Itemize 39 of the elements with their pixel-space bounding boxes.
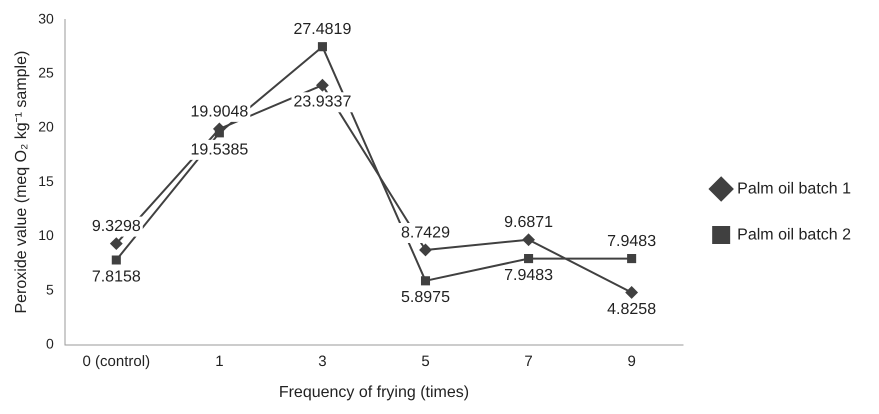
x-tick-label: 0 (control) xyxy=(82,352,150,370)
data-label: 5.8975 xyxy=(401,289,450,306)
y-tick-label: 20 xyxy=(38,118,54,135)
data-label: 7.9483 xyxy=(607,232,656,250)
point xyxy=(626,286,638,298)
data-label: 27.4819 xyxy=(294,21,352,38)
data-label: 7.9483 xyxy=(504,266,554,284)
data-label: 8.7429 xyxy=(401,224,450,242)
y-tick-label: 10 xyxy=(38,227,54,244)
data-label: 19.9048 xyxy=(190,103,248,120)
data-label: 7.8158 xyxy=(92,268,141,286)
point xyxy=(110,238,122,250)
point xyxy=(524,254,534,264)
point xyxy=(316,79,328,92)
x-axis-title: Frequency of frying (times) xyxy=(278,384,470,401)
legend-label: Palm oil batch 1 xyxy=(737,180,852,198)
point xyxy=(627,254,636,264)
legend-label: Palm oil batch 2 xyxy=(737,226,852,244)
y-axis-title: Peroxide value (meq O₂ kg⁻¹ sample) xyxy=(13,50,30,314)
point xyxy=(420,276,430,286)
point xyxy=(420,244,432,256)
data-label: 9.3298 xyxy=(92,218,141,236)
x-tick-label: 3 xyxy=(318,352,327,370)
point xyxy=(318,42,327,52)
y-tick-label: 25 xyxy=(38,64,54,80)
data-label: 9.6871 xyxy=(504,214,554,232)
data-label: 4.8258 xyxy=(607,300,656,318)
data-label: 19.5385 xyxy=(190,141,248,158)
y-tick-label: 0 xyxy=(46,336,54,352)
point xyxy=(522,234,535,246)
x-tick-label: 7 xyxy=(524,352,533,370)
y-tick-label: 5 xyxy=(46,281,54,298)
x-tick-label: 1 xyxy=(215,352,224,370)
y-tick-label: 30 xyxy=(38,10,54,26)
data-label: 23.9337 xyxy=(294,94,352,111)
x-tick-label: 9 xyxy=(627,352,636,370)
y-tick-label: 15 xyxy=(38,172,54,189)
x-tick-label: 5 xyxy=(421,352,430,370)
point xyxy=(112,255,121,265)
